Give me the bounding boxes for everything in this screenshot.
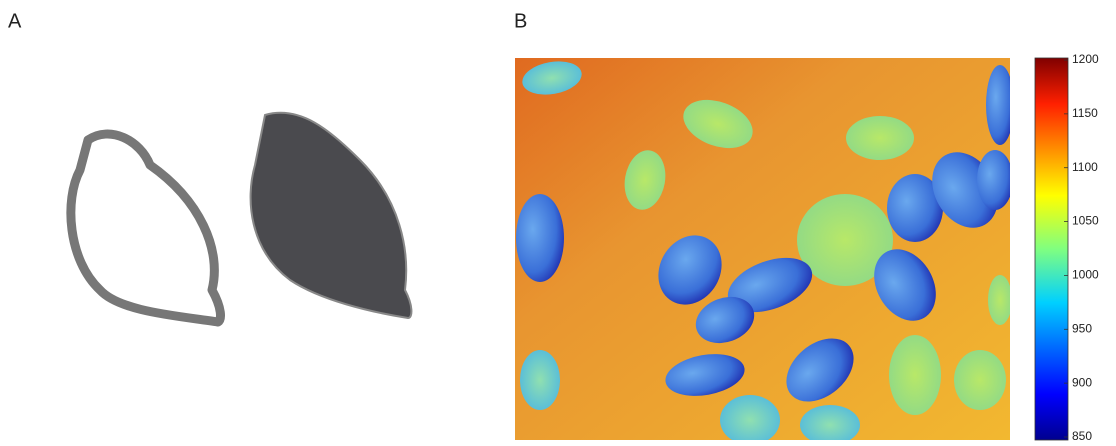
cell-mask xyxy=(251,113,412,318)
panel-label: B xyxy=(514,10,527,32)
cell-blob xyxy=(889,335,941,415)
cell-blob xyxy=(846,116,914,160)
cell-blob xyxy=(986,65,1014,145)
colorbar-tick-label: 1150 xyxy=(1072,106,1098,120)
colorbar-tick-label: 1050 xyxy=(1072,214,1099,228)
colorbar-tick-label: 1200 xyxy=(1072,52,1099,66)
cell-blob xyxy=(988,275,1012,325)
heatmap-image xyxy=(515,57,1014,445)
cell-blob xyxy=(954,350,1006,410)
colorbar xyxy=(1035,58,1068,440)
cell-outline xyxy=(71,134,221,322)
colorbar-tick-label: 1000 xyxy=(1072,268,1099,282)
colorbar-tick-label: 850 xyxy=(1072,429,1092,443)
colorbar-tick-label: 950 xyxy=(1072,321,1092,335)
colorbar-tick-label: 900 xyxy=(1072,375,1092,389)
panel-label: A xyxy=(8,10,22,32)
cell-blob xyxy=(720,395,780,445)
cell-blob xyxy=(520,350,560,410)
cell-blob xyxy=(516,194,564,282)
figure: A B 1200 1150 1100 1050 1000 950 900 850 xyxy=(0,0,1116,446)
cell-blob xyxy=(977,150,1013,210)
cell-blob xyxy=(800,405,860,445)
colorbar-tick-label: 1100 xyxy=(1072,160,1098,174)
